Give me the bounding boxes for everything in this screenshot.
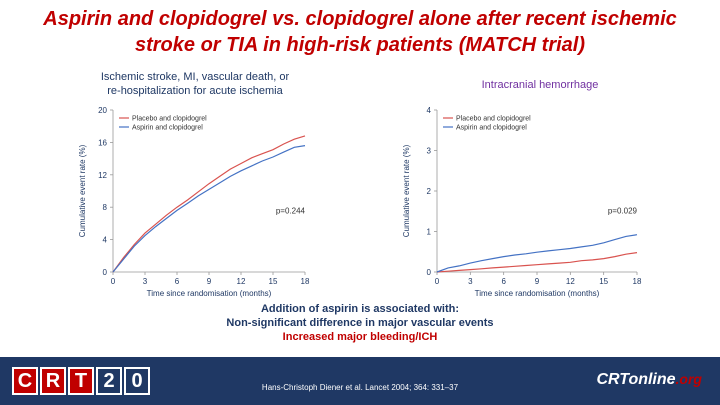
left-y-tick-label: 0 [103, 268, 108, 277]
right-x-tick-label: 3 [468, 277, 473, 286]
left-y-tick-label: 12 [98, 171, 107, 180]
crt20-logo: C R T 2 0 [12, 367, 152, 395]
logo-letter-t: T [68, 367, 94, 395]
left-x-tick-label: 15 [269, 277, 278, 286]
right-x-tick-label: 12 [566, 277, 575, 286]
right-y-axis-label: Cumulative event rate (%) [402, 144, 411, 237]
left-x-tick-label: 9 [207, 277, 212, 286]
footer-bar: C R T 2 0 Hans-Christoph Diener et al. L… [0, 357, 720, 405]
crtonline-logo: CRTonline.org [596, 371, 702, 389]
left-x-tick-label: 18 [301, 277, 310, 286]
right-x-tick-label: 9 [535, 277, 540, 286]
left-chart-title: Ischemic stroke, MI, vascular death, or … [80, 70, 310, 98]
conclusion-text: Addition of aspirin is associated with: … [160, 302, 560, 344]
right-legend-label: Placebo and clopidogrel [456, 116, 531, 123]
logo-letter-c: C [12, 367, 38, 395]
left-x-tick-label: 3 [143, 277, 148, 286]
right-p-value: p=0.029 [608, 207, 638, 216]
left-chart-title-line-2: re-hospitalization for acute ischemia [107, 85, 283, 97]
left-x-tick-label: 12 [237, 277, 246, 286]
right-series-line-placebo [436, 252, 638, 273]
left-legend-label: Aspirin and clopidogrel [132, 125, 203, 132]
right-x-tick-label: 15 [599, 277, 608, 286]
right-y-tick-label: 2 [427, 187, 432, 196]
left-y-tick-label: 4 [103, 236, 108, 245]
left-y-tick-label: 20 [98, 106, 107, 115]
right-x-tick-label: 0 [435, 277, 440, 286]
right-x-tick-label: 18 [633, 277, 642, 286]
left-chart-title-line-1: Ischemic stroke, MI, vascular death, or [100, 71, 290, 83]
citation: Hans-Christoph Diener et al. Lancet 2004… [261, 383, 459, 392]
right-y-tick-label: 1 [427, 228, 432, 237]
conclusion-line-2: Non-significant difference in major vasc… [226, 317, 494, 329]
left-x-tick-label: 0 [111, 277, 116, 286]
logo-digit-0: 0 [124, 367, 150, 395]
left-series-line-aspirin [112, 145, 306, 273]
logo-digit-2: 2 [96, 367, 122, 395]
left-series-line-placebo [112, 135, 306, 273]
right-chart-title: Intracranial hemorrhage [481, 79, 599, 91]
title-line-1: Aspirin and clopidogrel vs. clopidogrel … [43, 8, 677, 30]
right-y-tick-label: 4 [427, 106, 432, 115]
right-x-axis-label: Time since randomisation (months) [475, 289, 600, 298]
logo-letter-r: R [40, 367, 66, 395]
right-y-tick-label: 3 [427, 147, 432, 156]
conclusion-line-1: Addition of aspirin is associated with: [260, 303, 460, 315]
left-y-tick-label: 16 [98, 138, 107, 147]
left-x-tick-label: 6 [175, 277, 180, 286]
left-p-value: p=0.244 [276, 207, 306, 216]
left-y-tick-label: 8 [103, 203, 108, 212]
left-x-axis-label: Time since randomisation (months) [147, 289, 272, 298]
left-y-axis-label: Cumulative event rate (%) [78, 144, 87, 237]
conclusion-line-3: Increased major bleeding/ICH [282, 331, 438, 343]
crtonline-logo-main: CRTonline [596, 371, 676, 388]
right-legend-label: Aspirin and clopidogrel [456, 125, 527, 132]
right-y-tick-label: 0 [427, 268, 432, 277]
slide-title: Aspirin and clopidogrel vs. clopidogrel … [0, 6, 720, 58]
title-line-2: stroke or TIA in high-risk patients (MAT… [134, 34, 586, 56]
right-x-tick-label: 6 [501, 277, 506, 286]
left-legend-label: Placebo and clopidogrel [132, 116, 207, 123]
crtonline-logo-sub: .org [675, 371, 702, 387]
right-series-line-aspirin [436, 234, 638, 273]
